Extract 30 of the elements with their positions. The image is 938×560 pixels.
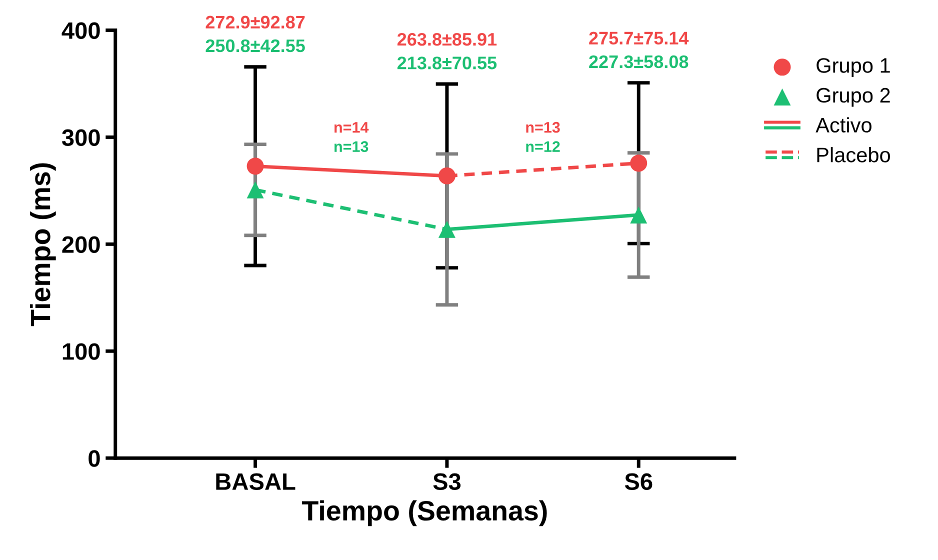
x-axis-title: Tiempo (Semanas): [302, 500, 547, 526]
y-tick-label: 100: [62, 343, 100, 360]
legend-label: Grupo 1: [816, 58, 890, 77]
text: 272.9±92.87: [206, 16, 305, 29]
point: [630, 154, 648, 172]
point: [438, 220, 456, 238]
annotation: 263.8±85.91: [397, 32, 497, 46]
legend-label: Grupo 2: [816, 88, 890, 107]
annotation: 275.7±75.14: [589, 32, 689, 45]
y-tick-label: 0: [88, 450, 100, 467]
annotation: 250.8±42.55: [206, 39, 305, 52]
x-tick-label: S3: [433, 473, 461, 490]
annotation: 213.8±70.55: [397, 56, 497, 70]
legend-label: Placebo: [817, 147, 890, 162]
y-tick-label: 300: [62, 129, 100, 146]
point: [438, 167, 456, 184]
annotation: 227.3±58.08: [589, 55, 688, 68]
y-tick-label: 200: [62, 236, 100, 253]
y-tick-label: 400: [62, 22, 100, 40]
y-axis-title: Tiempo (ms): [30, 163, 56, 326]
point: [246, 158, 264, 175]
legend-label: Activo: [816, 117, 872, 133]
annotation: n=13: [526, 122, 560, 133]
point: [630, 206, 648, 224]
x-tick-label: S6: [624, 473, 652, 490]
annotation: n=13: [334, 141, 368, 152]
annotation: n=14: [334, 122, 369, 133]
annotation: n=12: [526, 141, 560, 152]
point: [246, 181, 264, 198]
x-tick-label: BASAL: [216, 473, 296, 490]
